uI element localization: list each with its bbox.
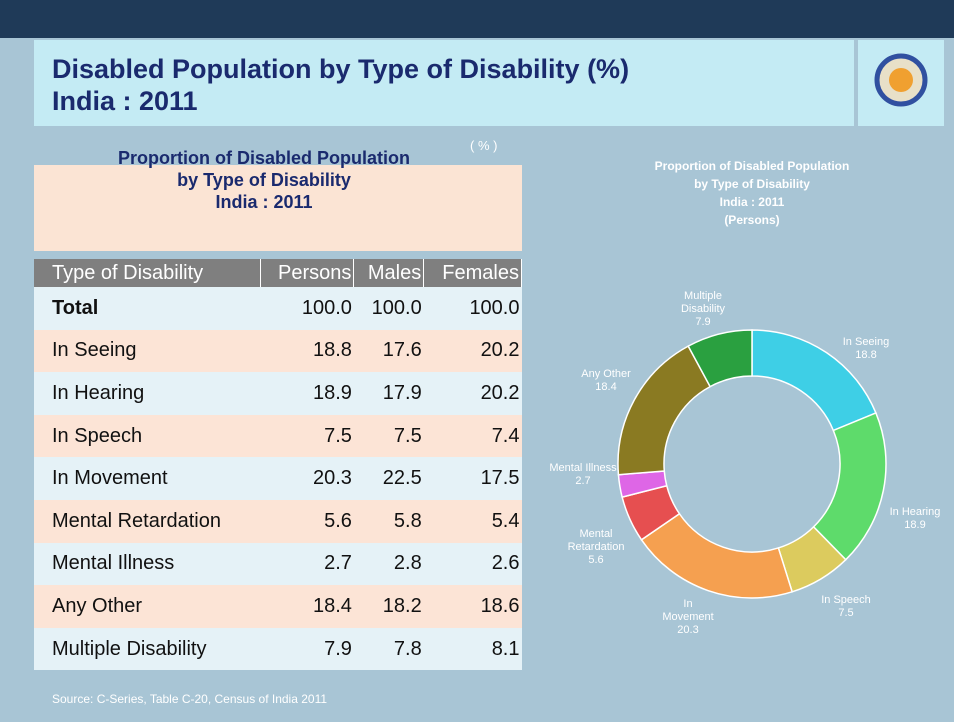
chart-title-line: (Persons) [724,213,780,227]
slice-value: 7.9 [695,316,711,328]
table-cell: 2.8 [353,542,424,586]
unit: ( % ) [470,138,498,153]
table-title-box: Proportion of Disabled Population by Type… [34,148,522,251]
slice-value: 18.9 [904,519,926,531]
table-cell: 100.0 [353,287,424,330]
table-title-line: Proportion of Disabled Population [118,148,410,168]
table-cell: 20.2 [423,329,522,373]
table-row: Total 100.0 100.0 100.0 [34,287,522,330]
slice-label: Any Other 18.4 [566,368,646,394]
chart-title: Proportion of Disabled Population by Type… [612,157,892,229]
slice-category: In Hearing [889,506,941,518]
donut-slice [617,345,712,476]
column-header: Type of Disability [34,259,261,287]
table-cell: 2.7 [260,542,354,586]
chart-title-line: Proportion of Disabled Population [654,159,850,173]
table-row: Multiple Disability 7.9 7.8 8.1 [34,627,522,671]
slice-category: Multiple Disability [680,290,725,315]
table-cell: 7.8 [353,627,424,671]
slice-value: 20.3 [677,624,699,636]
table-cell: 7.5 [260,414,354,458]
table-cell: 5.6 [260,499,354,543]
title-line: Disabled Population by Type of Disabilit… [52,54,630,84]
slice-category: Mental Illness [549,462,617,474]
slice-label: In Movement 20.3 [658,598,718,637]
table-cell: 17.6 [353,329,424,373]
table-cell: 20.2 [423,372,522,415]
table-cell: 7.9 [260,627,354,671]
header-row: Type of Disability Persons Males Females [34,259,522,287]
source: Source: C-Series, Table C-20, Census of … [52,692,328,706]
column-header: Persons [260,259,355,287]
slice-category: In Movement [662,598,714,623]
donut-slice [640,512,794,599]
slice-label: In Hearing 18.9 [875,506,954,532]
slice-category: Any Other [581,368,631,380]
table-cell: 2.6 [423,542,522,586]
slice-label: Mental Illness 2.7 [543,462,623,488]
slice-label: Multiple Disability 7.9 [663,290,743,329]
table-cell: In Seeing [34,329,261,373]
table-cell: 18.4 [260,585,354,628]
column-header: Females [423,259,522,287]
chart-title-line: India : 2011 [719,195,785,209]
slice-value: 7.5 [838,607,854,619]
slice-value: 18.8 [855,349,877,361]
slice-category: Mental Retardation [567,528,625,553]
slice-label: In Speech 7.5 [806,594,886,620]
slice-value: 5.6 [588,554,604,566]
table-cell: 18.2 [353,585,424,628]
table-cell: 5.4 [423,499,522,543]
table-cell: 7.5 [353,414,424,458]
top-band [0,0,954,38]
table-row: Any Other 18.4 18.2 18.6 [34,585,522,628]
slice-category: In Seeing [842,336,890,348]
table-cell: In Movement [34,457,261,500]
table-cell: 18.8 [260,329,354,373]
column-header: Males [353,259,425,287]
table-row: In Seeing 18.8 17.6 20.2 [34,329,522,373]
table-row: Mental Retardation 5.6 5.8 5.4 [34,499,522,543]
table-cell: 18.6 [423,585,522,628]
table-cell: In Speech [34,414,261,458]
table-title: Proportion of Disabled Population by Type… [34,147,494,213]
table-cell: In Hearing [34,372,261,415]
table-row: In Movement 20.3 22.5 17.5 [34,457,522,500]
table-row: In Speech 7.5 7.5 7.4 [34,414,522,458]
table-cell: 5.8 [353,499,424,543]
chart-title-line: by Type of Disability [694,177,810,191]
table-cell: Any Other [34,585,261,628]
emblem-icon [874,53,928,107]
table-cell: Multiple Disability [34,627,261,671]
slice-label: Mental Retardation 5.6 [556,528,636,567]
table-row: In Hearing 18.9 17.9 20.2 [34,372,522,415]
table-cell: 17.9 [353,372,424,415]
table-cell: 100.0 [260,287,354,330]
emblem [858,40,944,126]
title-line: India : 2011 [52,86,198,116]
table-cell: 20.3 [260,457,354,500]
table-cell: Mental Illness [34,542,261,586]
table-cell: 22.5 [353,457,424,500]
slice-category: In Speech [821,594,871,606]
donut-slice [687,329,753,388]
slice-value: 18.4 [595,381,617,393]
table-cell: 18.9 [260,372,354,415]
table-cell: 7.4 [423,414,522,458]
slice-value: 2.7 [575,475,591,487]
table-cell: 8.1 [423,627,522,671]
table-cell: Mental Retardation [34,499,261,543]
table-title-line: by Type of Disability [177,170,351,190]
table-row: Mental Illness 2.7 2.8 2.6 [34,542,522,586]
table-panel: Proportion of Disabled Population by Type… [34,130,522,671]
slice-label: In Seeing 18.8 [826,336,906,362]
table-cell: 17.5 [423,457,522,500]
table-title-line: India : 2011 [215,192,313,212]
table-cell: 100.0 [423,287,522,330]
table-cell: Total [34,287,261,330]
title-box: Disabled Population by Type of Disabilit… [34,40,854,126]
table: Type of Disability Persons Males Females Tot… [34,259,522,671]
